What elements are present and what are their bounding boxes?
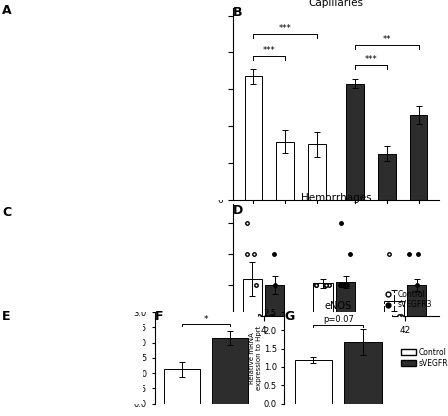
Title: Capillaries: Capillaries: [309, 0, 363, 7]
Text: p=0.07: p=0.07: [323, 315, 353, 324]
Bar: [164, 369, 200, 404]
Bar: [410, 115, 427, 200]
Y-axis label: Normalized volume
(Intensity) of VEGFR2: Normalized volume (Intensity) of VEGFR2: [119, 320, 132, 395]
Text: **: **: [383, 35, 391, 44]
Text: ***: ***: [263, 46, 276, 55]
Bar: [212, 338, 248, 404]
Title: Hemorrhages: Hemorrhages: [301, 193, 371, 203]
Y-axis label: Score: Score: [207, 248, 216, 272]
Bar: [345, 342, 382, 404]
Bar: [265, 285, 284, 316]
Text: ***: ***: [365, 55, 377, 64]
Bar: [407, 285, 426, 316]
Bar: [314, 283, 333, 316]
Text: B: B: [233, 6, 242, 19]
Text: *: *: [204, 314, 208, 324]
Legend: Control, sVEGFR3: Control, sVEGFR3: [378, 287, 435, 312]
Text: E: E: [2, 310, 11, 323]
Y-axis label: Amount / mm²: Amount / mm²: [196, 74, 205, 134]
Bar: [378, 154, 396, 200]
Y-axis label: Relative mRNA
expression to Hprt: Relative mRNA expression to Hprt: [250, 326, 263, 390]
Bar: [336, 282, 355, 316]
Text: D: D: [233, 204, 243, 217]
Bar: [243, 279, 262, 316]
Text: F: F: [155, 310, 163, 323]
Text: G: G: [284, 310, 295, 323]
Bar: [295, 360, 332, 404]
Text: A: A: [2, 4, 12, 17]
Title: eNOS: eNOS: [325, 301, 352, 311]
Bar: [276, 141, 294, 200]
Title: VEGFR2: VEGFR2: [186, 301, 226, 311]
Bar: [384, 300, 404, 316]
Bar: [346, 84, 364, 200]
Bar: [245, 77, 262, 200]
Text: C: C: [2, 206, 11, 219]
Bar: [308, 144, 326, 200]
Text: ***: ***: [279, 24, 292, 33]
Legend: Control, sVEGFR3: Control, sVEGFR3: [398, 345, 448, 371]
